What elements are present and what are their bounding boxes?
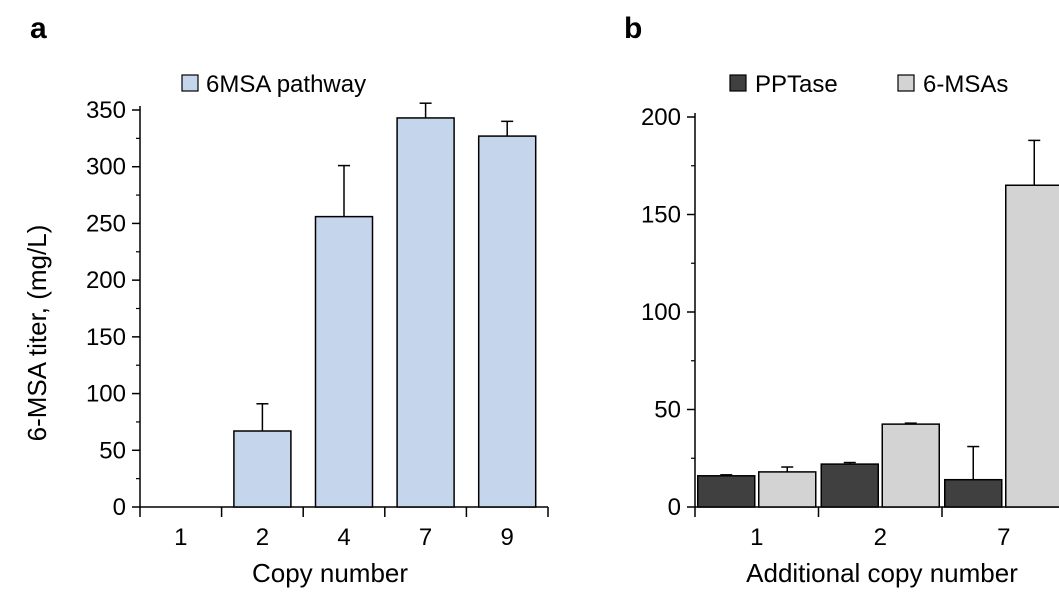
- bars-b: [697, 139, 1059, 508]
- bar: [396, 117, 455, 508]
- x-tick-label: 7: [419, 524, 432, 551]
- y-tick-label: 0: [113, 494, 126, 521]
- legend-label-6msa-pathway: 6MSA pathway: [206, 71, 366, 98]
- x-tick-label: 1: [174, 524, 187, 551]
- bar: [233, 430, 292, 508]
- axes-b: 0 50 100 150 200 1 2 7: [641, 104, 1059, 551]
- panel-a: a 6-MSA titer, (mg/L) Copy number 0 50 100…: [22, 12, 549, 588]
- bar: [881, 423, 940, 508]
- x-tick-label: 1: [750, 524, 763, 551]
- y-tick-label: 0: [668, 494, 681, 521]
- y-tick-label: 100: [86, 381, 126, 408]
- x-axis-title: Copy number: [252, 558, 408, 588]
- axes: 0 50 100 150 200 250 300 350 1 2 4 7 9: [86, 97, 549, 551]
- panel-label-a: a: [30, 12, 47, 45]
- bar: [477, 135, 537, 508]
- bar: [314, 215, 374, 508]
- y-tick-label: 200: [86, 267, 126, 294]
- legend-b: PPTase 6-MSAs: [729, 71, 1008, 98]
- x-tick-label: 7: [997, 524, 1010, 551]
- x-tick-label: 4: [337, 524, 350, 551]
- panel-b: b Additional copy number 0 50 100 150 200 1 2 7…: [624, 12, 1059, 588]
- y-tick-label: 250: [86, 210, 126, 237]
- y-tick-label: 100: [641, 299, 681, 326]
- bar: [697, 475, 756, 508]
- x-tick-label: 2: [256, 524, 269, 551]
- bar: [1005, 184, 1059, 508]
- legend-swatch-pptase: [729, 74, 747, 92]
- legend-label-6-msas: 6-MSAs: [923, 71, 1008, 98]
- legend-label-pptase: PPTase: [755, 71, 838, 98]
- x-axis-title-b: Additional copy number: [746, 558, 1018, 588]
- bar: [820, 463, 879, 508]
- y-tick-label: 350: [86, 97, 126, 124]
- y-tick-label: 50: [654, 397, 681, 424]
- y-axis-title: 6-MSA titer, (mg/L): [22, 225, 52, 442]
- legend: 6MSA pathway: [181, 71, 366, 98]
- bar: [944, 478, 1003, 508]
- y-tick-label: 50: [99, 437, 126, 464]
- x-tick-label: 9: [501, 524, 514, 551]
- x-tick-label: 2: [874, 524, 887, 551]
- y-tick-label: 300: [86, 154, 126, 181]
- legend-swatch-6-msas: [897, 74, 915, 92]
- legend-swatch-6msa-pathway: [181, 74, 199, 92]
- bars: [233, 102, 537, 508]
- panel-label-b: b: [624, 12, 642, 45]
- y-tick-label: 150: [86, 324, 126, 351]
- y-tick-label: 150: [641, 202, 681, 229]
- y-tick-label: 200: [641, 104, 681, 131]
- bar: [758, 471, 817, 508]
